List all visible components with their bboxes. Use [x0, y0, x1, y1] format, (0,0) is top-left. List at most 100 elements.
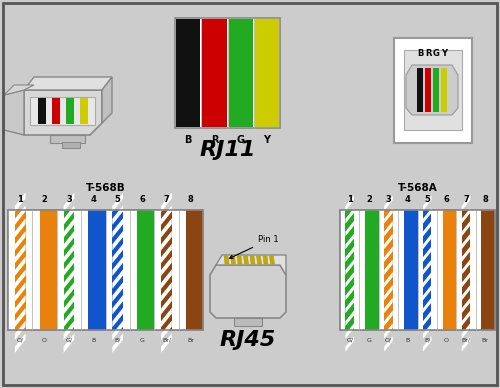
Bar — [57, 210, 81, 330]
Bar — [130, 210, 137, 330]
Polygon shape — [24, 77, 112, 90]
Bar — [418, 210, 437, 330]
Bar — [32, 210, 57, 330]
Bar — [384, 210, 392, 330]
Polygon shape — [384, 272, 392, 288]
Bar — [57, 210, 81, 330]
Polygon shape — [64, 218, 74, 237]
Bar — [81, 210, 106, 330]
Polygon shape — [384, 310, 392, 326]
Bar — [154, 210, 178, 330]
Polygon shape — [161, 308, 172, 327]
Text: R: R — [210, 135, 218, 145]
Polygon shape — [244, 256, 248, 264]
Bar — [346, 210, 354, 330]
Polygon shape — [161, 282, 172, 301]
Bar — [15, 210, 26, 330]
Polygon shape — [384, 336, 392, 352]
Text: 8: 8 — [188, 196, 194, 204]
Bar — [228, 19, 253, 127]
Polygon shape — [462, 234, 470, 249]
Polygon shape — [102, 77, 112, 123]
Bar — [340, 210, 495, 330]
Bar — [175, 18, 280, 128]
Text: 5: 5 — [115, 196, 120, 204]
Text: B: B — [406, 338, 410, 343]
Polygon shape — [161, 269, 172, 289]
Polygon shape — [384, 246, 392, 262]
Bar — [178, 210, 203, 330]
Polygon shape — [423, 336, 432, 352]
Text: B/: B/ — [114, 338, 121, 343]
Polygon shape — [346, 285, 354, 300]
Polygon shape — [112, 333, 123, 353]
Text: 1: 1 — [17, 196, 23, 204]
Bar — [476, 210, 482, 330]
Text: O: O — [42, 338, 47, 343]
Bar — [433, 68, 439, 112]
Polygon shape — [423, 246, 432, 262]
Polygon shape — [250, 256, 255, 264]
Text: O/: O/ — [385, 338, 392, 343]
Polygon shape — [112, 231, 123, 250]
Bar — [423, 210, 432, 330]
Text: G: G — [432, 50, 440, 59]
Polygon shape — [384, 208, 392, 223]
Bar — [66, 98, 74, 124]
Polygon shape — [346, 221, 354, 236]
Polygon shape — [423, 259, 432, 275]
Text: G/: G/ — [346, 338, 353, 343]
Polygon shape — [384, 285, 392, 300]
Bar — [379, 210, 398, 330]
Polygon shape — [112, 244, 123, 263]
Bar — [437, 210, 456, 330]
Polygon shape — [423, 221, 432, 236]
Polygon shape — [210, 265, 286, 318]
Bar — [30, 97, 95, 125]
Polygon shape — [15, 244, 26, 263]
Polygon shape — [462, 208, 470, 223]
Polygon shape — [237, 256, 242, 264]
Text: 2: 2 — [366, 196, 372, 204]
Text: B/: B/ — [424, 338, 430, 343]
Polygon shape — [161, 256, 172, 276]
Text: T-568A: T-568A — [398, 183, 438, 193]
Polygon shape — [462, 310, 470, 326]
Text: 6: 6 — [139, 196, 145, 204]
Polygon shape — [64, 205, 74, 225]
Polygon shape — [384, 323, 392, 339]
Bar — [106, 210, 130, 330]
Polygon shape — [64, 244, 74, 263]
Polygon shape — [346, 336, 354, 352]
Polygon shape — [346, 208, 354, 223]
Polygon shape — [15, 218, 26, 237]
Polygon shape — [161, 244, 172, 263]
Polygon shape — [423, 272, 432, 288]
Polygon shape — [112, 269, 123, 289]
Polygon shape — [230, 256, 235, 264]
Polygon shape — [15, 205, 26, 225]
Polygon shape — [112, 320, 123, 340]
Polygon shape — [462, 336, 470, 352]
Polygon shape — [462, 195, 470, 211]
Bar — [161, 210, 172, 330]
Polygon shape — [423, 195, 432, 211]
Polygon shape — [384, 195, 392, 211]
Polygon shape — [384, 221, 392, 236]
Bar — [360, 210, 379, 330]
Text: 7: 7 — [164, 196, 170, 204]
Bar — [360, 210, 379, 330]
Text: O: O — [444, 338, 449, 343]
Polygon shape — [64, 295, 74, 314]
Polygon shape — [64, 231, 74, 250]
Polygon shape — [384, 234, 392, 249]
Bar — [130, 210, 154, 330]
Bar — [81, 210, 106, 330]
Polygon shape — [346, 234, 354, 249]
Polygon shape — [112, 218, 123, 237]
Text: T-568B: T-568B — [86, 183, 126, 193]
Bar — [476, 210, 495, 330]
Polygon shape — [462, 259, 470, 275]
Polygon shape — [64, 256, 74, 276]
Polygon shape — [15, 282, 26, 301]
